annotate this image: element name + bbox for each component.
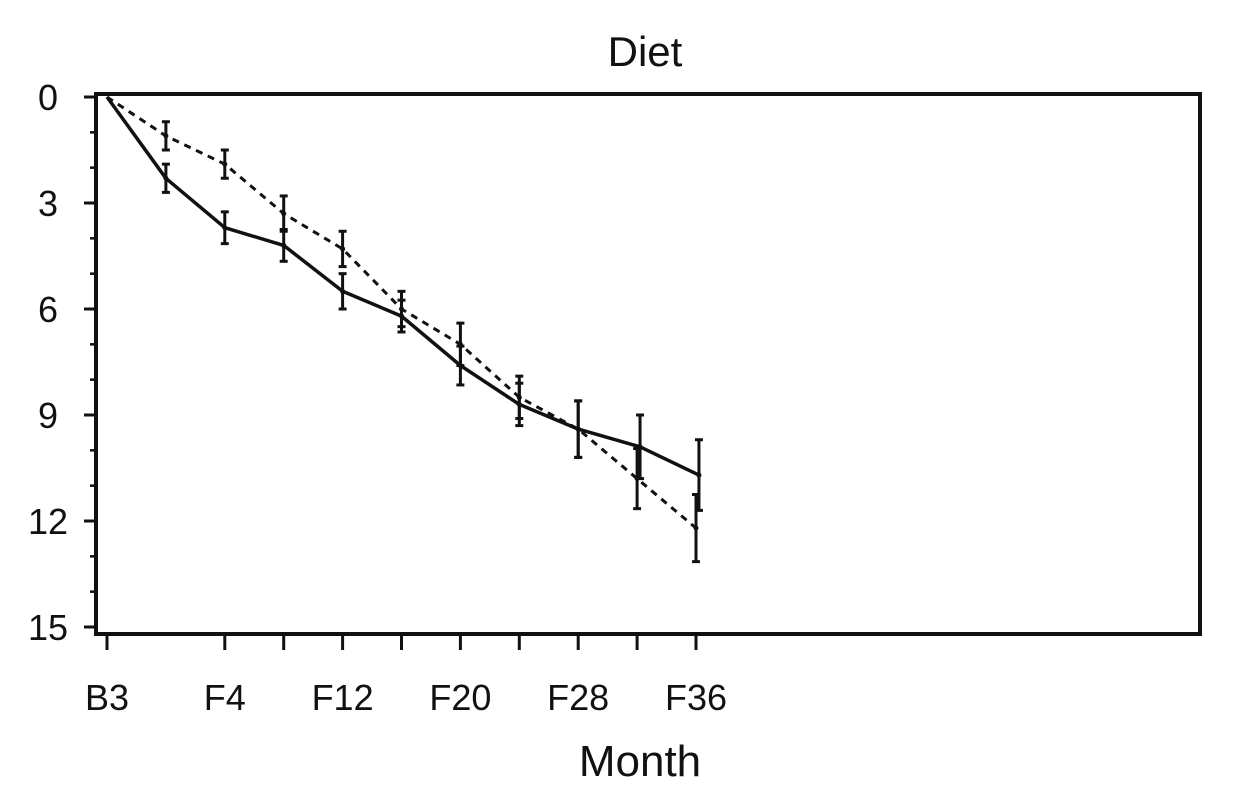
x-tick-label: F36 <box>665 677 727 718</box>
data-point <box>634 476 640 482</box>
x-tick-label: F28 <box>547 677 609 718</box>
data-point <box>693 525 699 531</box>
y-tick-label: 15 <box>28 607 68 648</box>
series-dashed <box>106 95 700 564</box>
y-tick-label: 9 <box>38 395 58 436</box>
data-point <box>340 288 346 294</box>
y-tick-label: 3 <box>38 183 58 224</box>
data-point <box>457 341 463 347</box>
x-tick-label: F12 <box>312 677 374 718</box>
x-tick-label: F20 <box>429 677 491 718</box>
plot-area-frame <box>94 92 1202 636</box>
y-tick-label: 6 <box>38 289 58 330</box>
y-tick-label: 0 <box>38 77 58 118</box>
data-point <box>575 426 581 432</box>
series-line <box>105 95 700 477</box>
y-tick-label: 12 <box>28 501 68 542</box>
data-point <box>281 211 287 217</box>
y-axis: 0 3 6 9 12 15 <box>28 77 96 648</box>
data-point <box>696 472 702 478</box>
data-point <box>340 246 346 252</box>
x-axis-label: Month <box>579 737 701 786</box>
series-solid <box>105 95 703 512</box>
data-point <box>281 242 287 248</box>
data-point <box>222 225 228 231</box>
series-layer <box>105 95 703 564</box>
data-point <box>163 175 169 181</box>
data-point <box>222 161 228 167</box>
data-point <box>163 133 169 139</box>
x-tick-label: B3 <box>85 677 129 718</box>
x-axis: B3 F4 F12 F20 F28 F36 <box>85 634 727 718</box>
chart-title: Diet <box>608 28 683 75</box>
data-point <box>516 394 522 400</box>
data-point <box>399 306 404 312</box>
x-tick-label: F4 <box>204 677 246 718</box>
